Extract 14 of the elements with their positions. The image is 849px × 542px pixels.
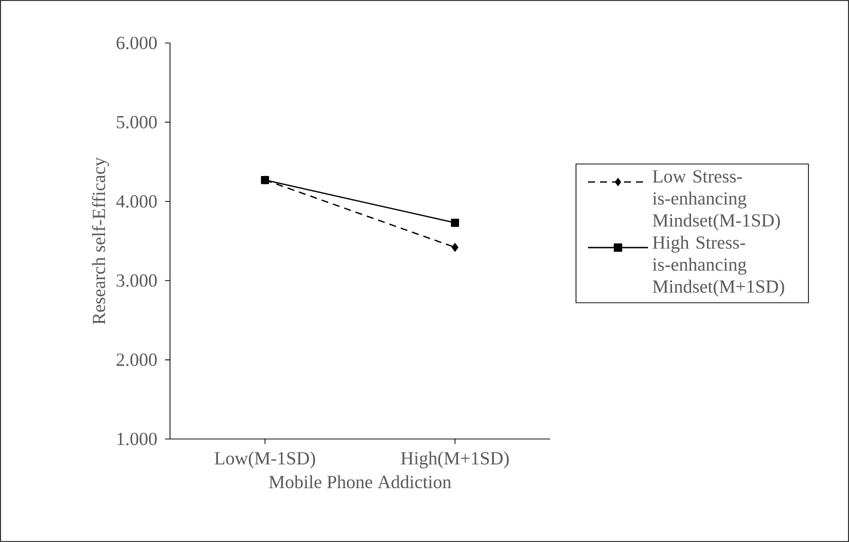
point xyxy=(452,243,458,252)
legend-label: Low Stress-is-enhancing Mindset(M-1SD) xyxy=(652,170,780,230)
y-tick-label: 1.000 xyxy=(117,432,157,446)
y-tick-label: 6.000 xyxy=(116,36,157,50)
x-tick-label: High(M+1SD) xyxy=(400,452,509,468)
legend-label: High Stress-is-enhancing Mindset(M+1SD) xyxy=(652,236,784,297)
x-tick-label: Low(M-1SD) xyxy=(214,452,316,468)
y-tick-label: 4.000 xyxy=(116,195,157,208)
y-tick-label: 5.000 xyxy=(116,116,157,128)
y-tick-label: 3.000 xyxy=(116,274,157,287)
y-tick-label: 2.000 xyxy=(116,354,157,366)
y-axis-title: Research self-Efficacy xyxy=(92,157,109,324)
x-axis-title: Mobile Phone Addiction xyxy=(269,475,452,488)
point xyxy=(450,218,460,227)
